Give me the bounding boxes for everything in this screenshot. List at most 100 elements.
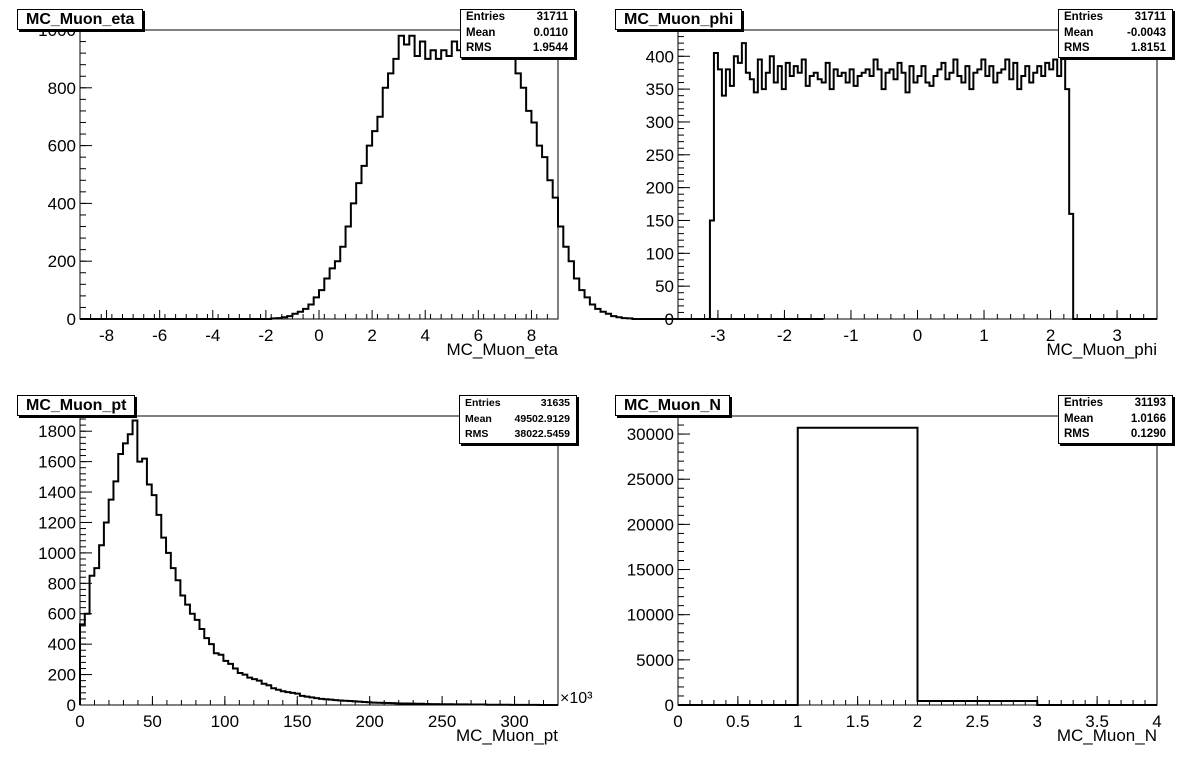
histogram-title: MC_Muon_N bbox=[615, 395, 730, 416]
y-tick-label: 400 bbox=[48, 194, 76, 213]
y-tick-label: 0 bbox=[665, 310, 674, 329]
stats-rms-value: 1.8151 bbox=[1130, 42, 1166, 54]
y-tick-label: 25000 bbox=[627, 470, 674, 489]
stats-entries-value: 31711 bbox=[536, 11, 568, 23]
x-tick-label: 4 bbox=[420, 326, 429, 345]
x-tick-label: 3.5 bbox=[1085, 712, 1109, 731]
stats-box: Entries 31635 Mean 49502.9129 RMS 38022.545… bbox=[459, 395, 577, 444]
pad-mc-muon-eta: -8 -6 -4 -2 0 2 4 6 8 0 200 400 600 800 1000 MC_Muon_et… bbox=[0, 0, 824, 386]
x-tick-label: 50 bbox=[143, 712, 162, 731]
y-tick-label: 1000 bbox=[38, 544, 76, 563]
x-tick-label: 2 bbox=[1046, 326, 1055, 345]
y-tick-label: 600 bbox=[48, 605, 76, 624]
stats-rms-value: 1.9544 bbox=[532, 42, 568, 54]
y-tick-label: 800 bbox=[48, 574, 76, 593]
y-tick-label: 200 bbox=[48, 666, 76, 685]
x-tick-label: 0 bbox=[913, 326, 922, 345]
x-tick-label: 100 bbox=[211, 712, 239, 731]
pad-mc-muon-phi: -3 -2 -1 0 1 2 3 0 50 100 150 200 250 300 350 400 MC_Muo… bbox=[598, 0, 1196, 386]
y-tick-label: 50 bbox=[655, 277, 674, 296]
histogram-title: MC_Muon_phi bbox=[615, 9, 743, 30]
stats-mean-value: 1.0166 bbox=[1130, 412, 1166, 425]
stats-box: Entries 31711 Mean -0.0043 RMS 1.8151 bbox=[1058, 9, 1173, 58]
y-tick-label: 600 bbox=[48, 137, 76, 156]
y-tick-label: 5000 bbox=[636, 651, 674, 670]
x-tick-label: 150 bbox=[283, 712, 311, 731]
histogram-plot: 0 0.5 1 1.5 2 2.5 3 3.5 4 0 5000 10000 15000 20000 250… bbox=[627, 415, 1162, 745]
stats-rms-label: RMS bbox=[466, 42, 492, 54]
stats-box: Entries 31193 Mean 1.0166 RMS 0.1290 bbox=[1058, 395, 1173, 444]
histogram-line bbox=[80, 34, 824, 320]
y-tick-label: 30000 bbox=[627, 425, 674, 444]
stats-entries-value: 31193 bbox=[1134, 397, 1166, 409]
stats-entries-label: Entries bbox=[465, 397, 501, 409]
histogram-plot: -3 -2 -1 0 1 2 3 0 50 100 150 200 250 300 350 400 MC_Muo… bbox=[646, 29, 1158, 359]
x-tick-label: 0 bbox=[673, 712, 682, 731]
stats-mean-value: 0.0110 bbox=[533, 26, 568, 39]
x-tick-label: 0 bbox=[75, 712, 84, 731]
x-tick-label: 1 bbox=[793, 712, 802, 731]
x-tick-label: 250 bbox=[428, 712, 456, 731]
x-tick-label: 3 bbox=[1112, 326, 1121, 345]
x-tick-label: 1 bbox=[979, 326, 988, 345]
stats-box: Entries 31711 Mean 0.0110 RMS 1.9544 bbox=[460, 9, 575, 58]
stats-mean-value: 49502.9129 bbox=[514, 412, 570, 425]
x-tick-label: -2 bbox=[777, 326, 792, 345]
y-tick-label: 250 bbox=[646, 146, 674, 165]
x-tick-label: 1.5 bbox=[846, 712, 870, 731]
x-tick-label: 300 bbox=[500, 712, 528, 731]
x-axis-label: MC_Muon_N bbox=[1057, 726, 1157, 745]
y-tick-label: 20000 bbox=[627, 515, 674, 534]
x-tick-label: 2 bbox=[913, 712, 922, 731]
x-tick-label: 3 bbox=[1033, 712, 1042, 731]
y-tick-label: 1800 bbox=[38, 422, 76, 441]
pad-mc-muon-n: 0 0.5 1 1.5 2 2.5 3 3.5 4 0 5000 10000 15000 20000 250… bbox=[598, 386, 1196, 772]
histogram-title: MC_Muon_eta bbox=[17, 9, 144, 30]
y-tick-label: 100 bbox=[646, 244, 674, 263]
x-tick-label: -3 bbox=[710, 326, 725, 345]
x-tick-label: 8 bbox=[527, 326, 536, 345]
y-tick-label: 0 bbox=[67, 310, 76, 329]
stats-entries-value: 31635 bbox=[540, 397, 570, 409]
y-tick-label: 200 bbox=[646, 179, 674, 198]
x-tick-label: 200 bbox=[356, 712, 384, 731]
stats-mean-label: Mean bbox=[1064, 26, 1094, 39]
y-tick-label: 1600 bbox=[38, 453, 76, 472]
histogram-line bbox=[79, 419, 558, 706]
y-tick-label: 150 bbox=[646, 211, 674, 230]
stats-rms-label: RMS bbox=[1064, 42, 1090, 54]
histogram-line bbox=[678, 42, 1157, 320]
y-tick-label: 0 bbox=[665, 696, 674, 715]
y-tick-label: 400 bbox=[48, 635, 76, 654]
x-tick-label: 0.5 bbox=[726, 712, 750, 731]
stats-mean-label: Mean bbox=[1064, 412, 1094, 425]
y-tick-label: 10000 bbox=[627, 606, 674, 625]
x-tick-label: 2.5 bbox=[966, 712, 990, 731]
stats-entries-label: Entries bbox=[1064, 11, 1103, 23]
stats-rms-label: RMS bbox=[1064, 428, 1090, 440]
histogram-title: MC_Muon_pt bbox=[17, 395, 136, 416]
histogram-plot: 0 50 100 150 200 250 300 0 200 400 600 800 1000 1200 1… bbox=[38, 415, 593, 745]
y-tick-label: 350 bbox=[646, 80, 674, 99]
stats-entries-value: 31711 bbox=[1134, 11, 1166, 23]
stats-entries-label: Entries bbox=[1064, 397, 1103, 409]
x-axis-label: MC_Muon_pt bbox=[456, 726, 558, 745]
stats-rms-value: 38022.5459 bbox=[514, 428, 570, 440]
y-tick-label: 0 bbox=[67, 696, 76, 715]
x-tick-label: -4 bbox=[205, 326, 220, 345]
x-tick-label: -8 bbox=[99, 326, 114, 345]
x-axis-label: MC_Muon_phi bbox=[1046, 340, 1157, 359]
y-tick-label: 15000 bbox=[627, 561, 674, 580]
plot-frame bbox=[79, 29, 559, 320]
x-multiplier-label: ×10³ bbox=[560, 690, 593, 707]
x-tick-label: 0 bbox=[314, 326, 323, 345]
x-tick-label: 2 bbox=[367, 326, 376, 345]
y-tick-label: 400 bbox=[646, 47, 674, 66]
stats-rms-label: RMS bbox=[465, 428, 489, 440]
x-tick-label: 4 bbox=[1152, 712, 1161, 731]
y-tick-label: 1200 bbox=[38, 513, 76, 532]
pad-mc-muon-pt: 0 50 100 150 200 250 300 0 200 400 600 800 1000 1200 1… bbox=[0, 386, 598, 772]
stats-mean-label: Mean bbox=[465, 412, 492, 425]
histogram-line bbox=[678, 426, 1157, 706]
x-tick-label: 6 bbox=[474, 326, 483, 345]
